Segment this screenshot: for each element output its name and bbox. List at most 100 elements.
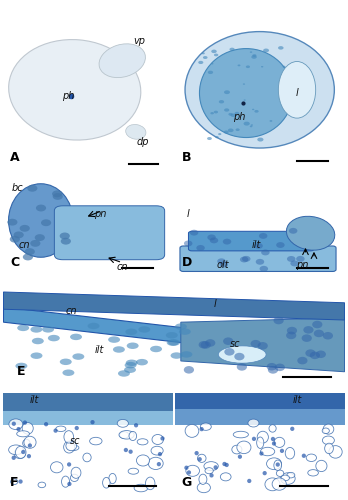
Polygon shape [181,318,345,372]
Ellipse shape [88,323,100,329]
Ellipse shape [276,470,284,476]
Polygon shape [3,307,191,344]
Ellipse shape [50,462,63,473]
Ellipse shape [199,427,204,432]
Ellipse shape [167,340,179,346]
Ellipse shape [303,326,314,334]
Ellipse shape [243,84,245,85]
Ellipse shape [23,254,33,260]
Ellipse shape [70,334,82,340]
Ellipse shape [254,110,259,112]
Ellipse shape [18,480,23,484]
Ellipse shape [261,250,270,256]
Ellipse shape [252,436,256,441]
FancyBboxPatch shape [54,206,165,260]
Ellipse shape [210,238,218,244]
Ellipse shape [283,66,285,68]
Ellipse shape [136,455,150,466]
Ellipse shape [214,110,218,114]
Ellipse shape [290,426,294,431]
Ellipse shape [252,108,254,110]
Ellipse shape [90,438,102,445]
Ellipse shape [223,338,233,345]
Ellipse shape [150,346,162,352]
Ellipse shape [274,460,282,470]
Ellipse shape [230,114,236,117]
Text: D: D [182,256,192,268]
Ellipse shape [11,456,16,460]
Text: C: C [10,256,19,268]
Ellipse shape [252,54,256,57]
Ellipse shape [272,478,286,490]
Text: l: l [296,88,298,98]
Text: olt: olt [216,260,229,270]
Ellipse shape [234,353,245,360]
Ellipse shape [290,260,299,266]
Ellipse shape [325,443,333,454]
Ellipse shape [276,242,285,248]
Text: cn: cn [117,262,128,272]
Ellipse shape [269,424,276,432]
Bar [3,411,173,425]
Ellipse shape [287,472,295,478]
FancyBboxPatch shape [180,246,336,272]
Ellipse shape [250,126,252,128]
Ellipse shape [287,256,295,262]
Ellipse shape [220,473,231,481]
Ellipse shape [310,352,320,359]
Ellipse shape [223,238,231,244]
Ellipse shape [32,338,44,344]
Ellipse shape [185,32,334,148]
Ellipse shape [61,238,71,244]
Ellipse shape [184,366,194,374]
Ellipse shape [232,445,242,454]
Ellipse shape [211,50,217,53]
Ellipse shape [286,216,335,250]
Ellipse shape [74,426,79,430]
Bar [3,392,173,411]
Ellipse shape [16,427,21,431]
Ellipse shape [329,446,342,458]
Ellipse shape [38,482,46,488]
Ellipse shape [17,324,29,331]
Ellipse shape [312,320,322,328]
Ellipse shape [246,66,250,68]
Bar [175,392,345,409]
Ellipse shape [306,454,316,462]
Ellipse shape [278,46,284,50]
Ellipse shape [120,432,129,438]
Ellipse shape [190,230,198,235]
Ellipse shape [134,423,138,428]
Ellipse shape [217,258,226,264]
Ellipse shape [214,465,218,469]
Ellipse shape [323,332,333,340]
Ellipse shape [118,370,130,376]
Ellipse shape [157,462,161,466]
Ellipse shape [228,128,234,132]
Ellipse shape [168,340,180,346]
Text: ph: ph [62,92,74,102]
Ellipse shape [198,457,202,462]
Ellipse shape [9,40,141,140]
Ellipse shape [129,432,137,440]
Text: pn: pn [94,208,106,218]
Ellipse shape [198,61,203,64]
Text: E: E [17,365,26,378]
Ellipse shape [128,450,133,454]
Ellipse shape [259,452,263,456]
Ellipse shape [198,454,206,462]
Ellipse shape [103,478,110,488]
Ellipse shape [67,482,72,486]
FancyBboxPatch shape [189,232,314,251]
Ellipse shape [9,419,23,430]
Text: sc: sc [70,436,80,446]
Ellipse shape [195,451,199,456]
Ellipse shape [128,468,139,474]
Ellipse shape [302,334,312,342]
Text: l: l [214,299,216,309]
Ellipse shape [248,419,259,427]
Ellipse shape [322,436,334,444]
Ellipse shape [297,357,308,364]
Text: pn: pn [296,260,308,270]
Ellipse shape [35,234,45,241]
